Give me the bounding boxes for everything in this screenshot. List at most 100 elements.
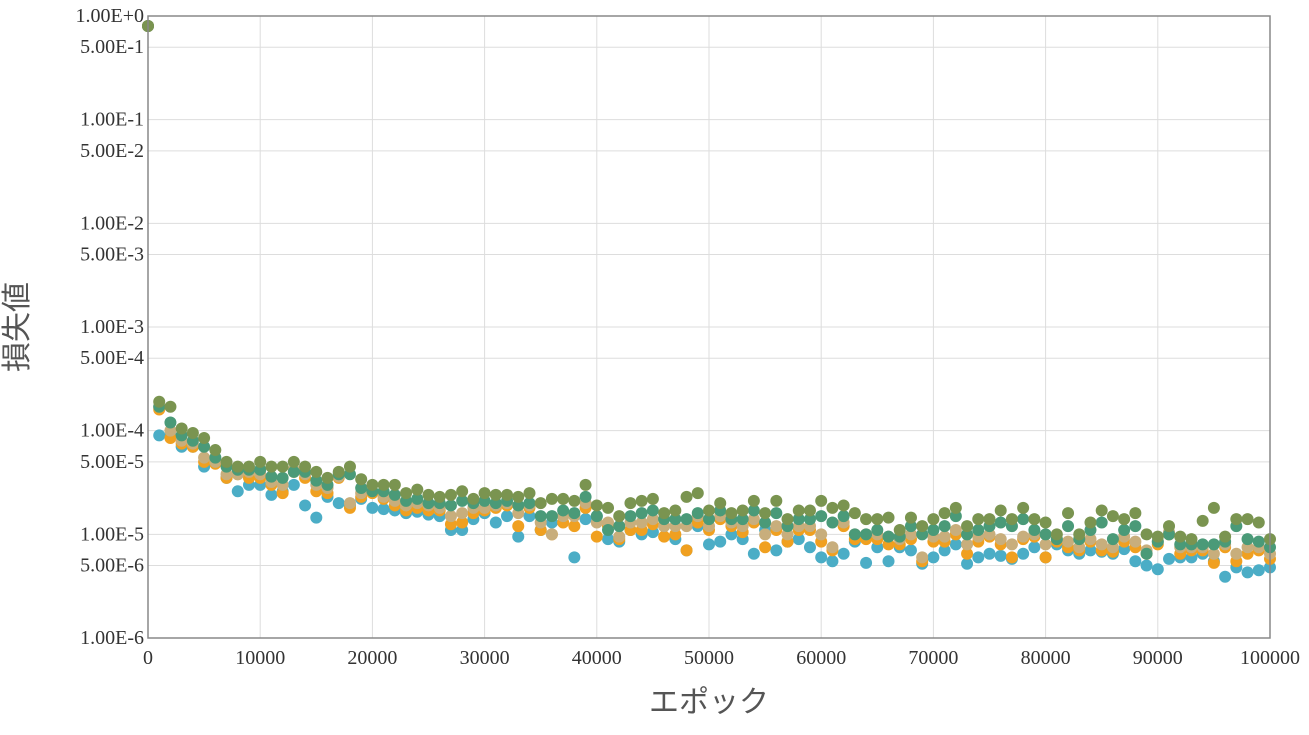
data-point bbox=[703, 504, 715, 517]
data-point bbox=[400, 487, 413, 500]
y-axis-label: 損失値 bbox=[0, 282, 35, 372]
data-point bbox=[478, 487, 491, 500]
data-point bbox=[770, 544, 783, 557]
data-point bbox=[725, 507, 738, 520]
data-point bbox=[242, 460, 255, 473]
data-point bbox=[377, 478, 390, 491]
data-point bbox=[994, 516, 1007, 529]
x-tick-label: 0 bbox=[143, 647, 153, 669]
y-tick-label: 1.00E-3 bbox=[80, 316, 144, 338]
data-point bbox=[680, 544, 693, 557]
data-point bbox=[1028, 524, 1041, 537]
data-point bbox=[792, 533, 805, 546]
data-point bbox=[164, 400, 177, 413]
data-point bbox=[332, 497, 345, 510]
data-point bbox=[1118, 524, 1131, 537]
data-point bbox=[826, 555, 839, 568]
data-point bbox=[456, 516, 469, 529]
y-tick-label: 1.00E-6 bbox=[80, 627, 144, 649]
data-point bbox=[961, 547, 974, 560]
data-point bbox=[579, 513, 592, 526]
data-point bbox=[1028, 541, 1041, 554]
data-point bbox=[366, 501, 379, 514]
data-point bbox=[1017, 547, 1030, 560]
data-point bbox=[310, 511, 323, 524]
data-point bbox=[893, 524, 906, 537]
data-point bbox=[1174, 530, 1187, 543]
data-point bbox=[1062, 507, 1075, 520]
x-tick-label: 100000 bbox=[1240, 647, 1300, 669]
y-tick-label: 1.00E-2 bbox=[80, 212, 144, 234]
data-point bbox=[714, 497, 727, 510]
data-point bbox=[961, 520, 974, 533]
data-point bbox=[747, 504, 760, 517]
data-point bbox=[1241, 513, 1254, 526]
y-tick-label: 5.00E-5 bbox=[80, 451, 144, 473]
data-point bbox=[568, 494, 581, 507]
data-point bbox=[377, 503, 390, 516]
data-point bbox=[770, 520, 783, 533]
data-point bbox=[545, 492, 558, 505]
data-point bbox=[444, 499, 457, 512]
data-point bbox=[590, 510, 603, 523]
data-point bbox=[759, 507, 772, 520]
data-point bbox=[1039, 551, 1052, 564]
data-point bbox=[1073, 528, 1086, 541]
data-point bbox=[1129, 555, 1142, 568]
data-point bbox=[837, 499, 850, 512]
data-point bbox=[265, 488, 278, 501]
data-point bbox=[613, 510, 626, 523]
data-point bbox=[1207, 556, 1220, 569]
data-point bbox=[209, 444, 222, 457]
data-point bbox=[545, 510, 558, 523]
data-point bbox=[1017, 513, 1030, 526]
data-point bbox=[299, 460, 312, 473]
data-point bbox=[164, 424, 177, 437]
series-4 bbox=[142, 20, 1276, 546]
data-point bbox=[299, 499, 312, 512]
data-point bbox=[198, 440, 211, 453]
data-point bbox=[1207, 547, 1220, 560]
data-point bbox=[949, 538, 962, 551]
data-point bbox=[949, 510, 962, 523]
data-point bbox=[1207, 538, 1220, 551]
data-point bbox=[759, 528, 772, 541]
data-point bbox=[456, 507, 469, 520]
data-point bbox=[175, 422, 188, 435]
data-point bbox=[938, 520, 951, 533]
data-point bbox=[1039, 516, 1052, 529]
data-point bbox=[422, 497, 435, 510]
data-point bbox=[938, 544, 951, 557]
data-point bbox=[1129, 535, 1142, 548]
data-point bbox=[557, 492, 570, 505]
y-tick-label: 1.00E-5 bbox=[80, 523, 144, 545]
data-point bbox=[579, 478, 592, 491]
data-point bbox=[927, 524, 940, 537]
data-point bbox=[1163, 520, 1176, 533]
data-point bbox=[568, 551, 581, 564]
plot-frame bbox=[147, 15, 1271, 639]
data-point bbox=[916, 528, 929, 541]
data-point bbox=[1219, 530, 1232, 543]
y-tick-label: 5.00E-1 bbox=[80, 36, 144, 58]
data-point bbox=[1219, 570, 1232, 583]
data-point bbox=[837, 510, 850, 523]
data-point bbox=[231, 460, 244, 473]
data-point bbox=[1196, 514, 1209, 527]
data-point bbox=[411, 492, 424, 505]
data-point bbox=[1062, 520, 1075, 533]
data-point bbox=[343, 497, 356, 510]
data-point bbox=[983, 528, 996, 541]
data-point bbox=[826, 516, 839, 529]
data-point bbox=[747, 547, 760, 560]
data-point bbox=[1140, 547, 1153, 560]
data-point bbox=[1084, 516, 1097, 529]
data-point bbox=[680, 490, 693, 503]
data-point bbox=[871, 513, 884, 526]
data-point bbox=[411, 483, 424, 496]
data-point bbox=[882, 530, 895, 543]
data-point bbox=[1005, 551, 1018, 564]
data-point bbox=[904, 528, 917, 541]
data-point bbox=[1039, 528, 1052, 541]
